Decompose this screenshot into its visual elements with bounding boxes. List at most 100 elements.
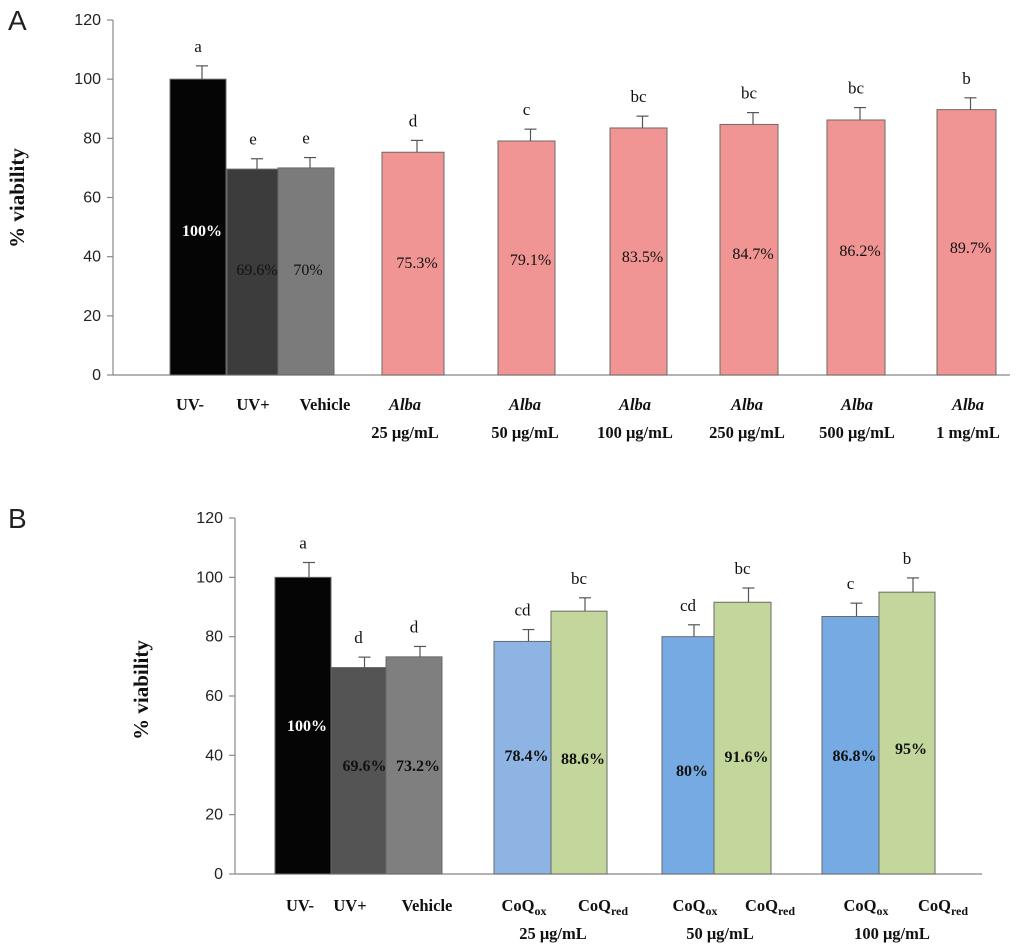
- bar: [381, 151, 445, 376]
- subscript: red: [611, 904, 628, 918]
- x-tick-label: Alba: [508, 395, 541, 414]
- data-label: 70%: [293, 262, 322, 279]
- x-tick-label: CoQred: [918, 896, 968, 918]
- x-tick-label: Alba: [730, 395, 763, 414]
- x-tick-label-line2: 250 μg/mL: [709, 423, 785, 442]
- data-label: 100%: [287, 718, 327, 735]
- x-tick-label-line2: 25 μg/mL: [371, 423, 439, 442]
- y-tick-label: 60: [83, 190, 101, 207]
- bar: [826, 119, 886, 376]
- y-tick-label: 60: [205, 688, 223, 705]
- x-tick-label-line2: 50 μg/mL: [686, 924, 754, 943]
- y-tick-label: 0: [92, 367, 101, 384]
- significance-letter: bc: [741, 84, 758, 103]
- data-label: 84.7%: [732, 246, 773, 263]
- data-label: 88.6%: [561, 751, 605, 768]
- bar: [878, 591, 936, 875]
- x-tick-label-line2: 500 μg/mL: [819, 423, 895, 442]
- data-label: 95%: [895, 741, 927, 758]
- data-label: 86.8%: [833, 748, 877, 765]
- y-tick-label: 20: [83, 308, 101, 325]
- significance-letter: a: [194, 37, 202, 56]
- data-label: 69.6%: [236, 262, 277, 279]
- x-tick-label: UV+: [333, 896, 366, 915]
- bar: [609, 127, 668, 376]
- data-label: 83.5%: [622, 249, 663, 266]
- significance-letter: bc: [571, 569, 588, 588]
- subscript: ox: [877, 904, 889, 918]
- significance-letter: e: [302, 129, 310, 148]
- x-tick-label: CoQred: [745, 896, 795, 918]
- bar: [226, 168, 280, 376]
- x-tick-label: Alba: [840, 395, 873, 414]
- y-tick-label: 100: [196, 569, 223, 586]
- x-tick-label: Alba: [951, 395, 984, 414]
- data-label: 91.6%: [725, 749, 769, 766]
- x-tick-label-line2: 100 μg/mL: [597, 423, 673, 442]
- data-label: 80%: [676, 763, 708, 780]
- x-tick-label-line2: 25 μg/mL: [519, 924, 587, 943]
- x-tick-label-line2: 1 mg/mL: [936, 423, 1000, 442]
- y-tick-label: 40: [83, 249, 101, 266]
- bar: [493, 640, 552, 875]
- significance-letter: b: [903, 549, 912, 568]
- bar: [821, 615, 880, 875]
- subscript: ox: [706, 904, 718, 918]
- significance-letter: c: [847, 574, 855, 593]
- y-tick-label: 80: [205, 629, 223, 646]
- y-tick-label: 120: [196, 510, 223, 527]
- bar: [169, 78, 227, 376]
- bar: [330, 667, 387, 875]
- y-tick-label: 20: [205, 807, 223, 824]
- x-tick-label: CoQox: [673, 896, 718, 918]
- bar: [713, 601, 772, 875]
- bar: [385, 656, 443, 875]
- bar: [719, 123, 779, 376]
- x-tick-label: CoQox: [844, 896, 889, 918]
- significance-letter: cd: [514, 601, 531, 620]
- significance-letter: a: [299, 534, 307, 553]
- x-tick-label: UV-: [286, 896, 314, 915]
- x-tick-label: Vehicle: [402, 896, 453, 915]
- bar: [277, 167, 335, 376]
- panel-a-letter: A: [8, 5, 27, 36]
- y-tick-label: 80: [83, 130, 101, 147]
- significance-letter: d: [354, 628, 363, 647]
- bar: [274, 576, 332, 875]
- y-axis-label: % viability: [129, 640, 153, 740]
- y-tick-label: 0: [214, 866, 223, 883]
- data-label: 89.7%: [950, 240, 991, 257]
- data-label: 100%: [182, 223, 222, 240]
- x-tick-label-line2: 100 μg/mL: [854, 924, 930, 943]
- panel-b-chart: 0 20 40 60 80 100 120 % viability a 100% d 69.6% d 73…: [129, 510, 982, 943]
- bar: [936, 109, 997, 376]
- bar: [661, 636, 715, 875]
- data-label: 86.2%: [839, 243, 880, 260]
- data-label: 78.4%: [505, 748, 549, 765]
- bar: [497, 140, 556, 376]
- significance-letter: d: [410, 617, 419, 636]
- x-tick-label: Alba: [388, 395, 421, 414]
- data-label: 79.1%: [510, 252, 551, 269]
- x-tick-label: CoQred: [578, 896, 628, 918]
- y-tick-label: 120: [74, 12, 101, 29]
- significance-letter: bc: [848, 79, 865, 98]
- panel-a-chart: 0 20 40 60 80 100 120 % viability a 100% e 69.6% e 70…: [5, 12, 1010, 442]
- data-label: 73.2%: [396, 758, 440, 775]
- x-tick-label: Alba: [618, 395, 651, 414]
- significance-letter: cd: [680, 596, 697, 615]
- significance-letter: e: [249, 130, 257, 149]
- bar: [550, 610, 608, 875]
- data-label: 75.3%: [396, 255, 437, 272]
- subscript: ox: [535, 904, 547, 918]
- x-tick-label: UV+: [236, 395, 269, 414]
- x-tick-label: Vehicle: [300, 395, 351, 414]
- y-axis-label: % viability: [5, 148, 29, 248]
- subscript: red: [778, 904, 795, 918]
- significance-letter: d: [409, 111, 418, 130]
- significance-letter: bc: [630, 87, 647, 106]
- x-tick-label: CoQox: [502, 896, 547, 918]
- data-label: 69.6%: [343, 758, 387, 775]
- significance-letter: bc: [734, 559, 751, 578]
